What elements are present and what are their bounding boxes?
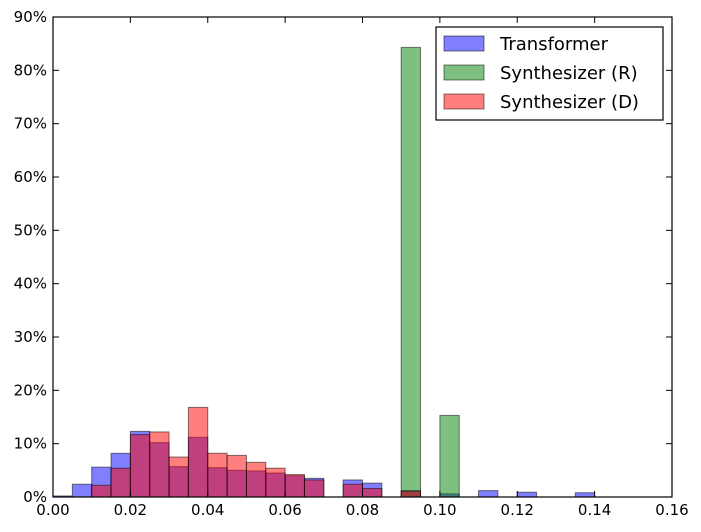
x-tick-label: 0.00 bbox=[36, 501, 69, 519]
x-tick-label: 0.04 bbox=[191, 501, 224, 519]
y-tick-label: 40% bbox=[14, 275, 47, 293]
y-tick-label: 30% bbox=[14, 328, 47, 346]
bar-synthesizer-d bbox=[265, 467, 286, 498]
bar-transformer bbox=[516, 491, 538, 498]
legend-swatch bbox=[443, 35, 485, 52]
y-tick-label: 0% bbox=[23, 488, 47, 506]
bar-synthesizer-d bbox=[91, 484, 112, 498]
legend-swatch bbox=[443, 93, 485, 110]
legend-swatch bbox=[443, 64, 485, 81]
y-tick-label: 10% bbox=[14, 435, 47, 453]
bar-synthesizer-r bbox=[439, 414, 460, 498]
bar-synthesizer-d bbox=[284, 474, 305, 498]
y-tick-label: 80% bbox=[14, 61, 47, 79]
x-tick-label: 0.02 bbox=[114, 501, 147, 519]
y-tick-label: 20% bbox=[14, 381, 47, 399]
bar-synthesizer-d bbox=[129, 434, 151, 498]
bar-synthesizer-d bbox=[207, 452, 228, 498]
x-tick-label: 0.16 bbox=[655, 501, 688, 519]
legend-label: Synthesizer (D) bbox=[500, 92, 639, 113]
legend-label: Synthesizer (R) bbox=[500, 63, 638, 84]
bar-synthesizer-d bbox=[168, 456, 189, 498]
x-tick-label: 0.08 bbox=[346, 501, 379, 519]
x-tick-label: 0.10 bbox=[423, 501, 456, 519]
y-tick-label: 50% bbox=[14, 221, 47, 239]
bar-synthesizer-d bbox=[187, 406, 209, 498]
bar-synthesizer-r bbox=[400, 46, 422, 498]
ticks-layer: 0.00 0.02 0.04 0.06 0.08 0.10 0.12 0.14 0.16 0% 10… bbox=[14, 8, 689, 519]
x-tick-label: 0.14 bbox=[578, 501, 611, 519]
legend-label: Transformer bbox=[499, 34, 609, 55]
y-tick-label: 90% bbox=[14, 8, 47, 26]
bar-synthesizer-d bbox=[303, 479, 325, 498]
bar-transformer bbox=[574, 492, 596, 498]
x-tick-label: 0.06 bbox=[268, 501, 301, 519]
x-tick-label: 0.12 bbox=[501, 501, 534, 519]
series-synthesizer-r bbox=[400, 46, 460, 498]
bar-transformer bbox=[478, 490, 499, 498]
legend: Transformer Synthesizer (R) Synthesizer (D… bbox=[435, 26, 664, 121]
bar-synthesizer-d bbox=[362, 487, 383, 498]
bar-synthesizer-d bbox=[149, 431, 170, 498]
y-tick-label: 60% bbox=[14, 168, 47, 186]
bar-synthesizer-d bbox=[110, 467, 131, 498]
bar-synthesizer-d bbox=[245, 461, 267, 498]
bar-synthesizer-d bbox=[342, 483, 364, 498]
bar-synthesizer-d bbox=[400, 490, 422, 498]
plot-frame bbox=[52, 16, 673, 498]
y-tick-label: 70% bbox=[14, 115, 47, 133]
bars-layer bbox=[52, 46, 596, 498]
bar-transformer bbox=[71, 483, 93, 498]
bar-synthesizer-d bbox=[226, 454, 247, 498]
